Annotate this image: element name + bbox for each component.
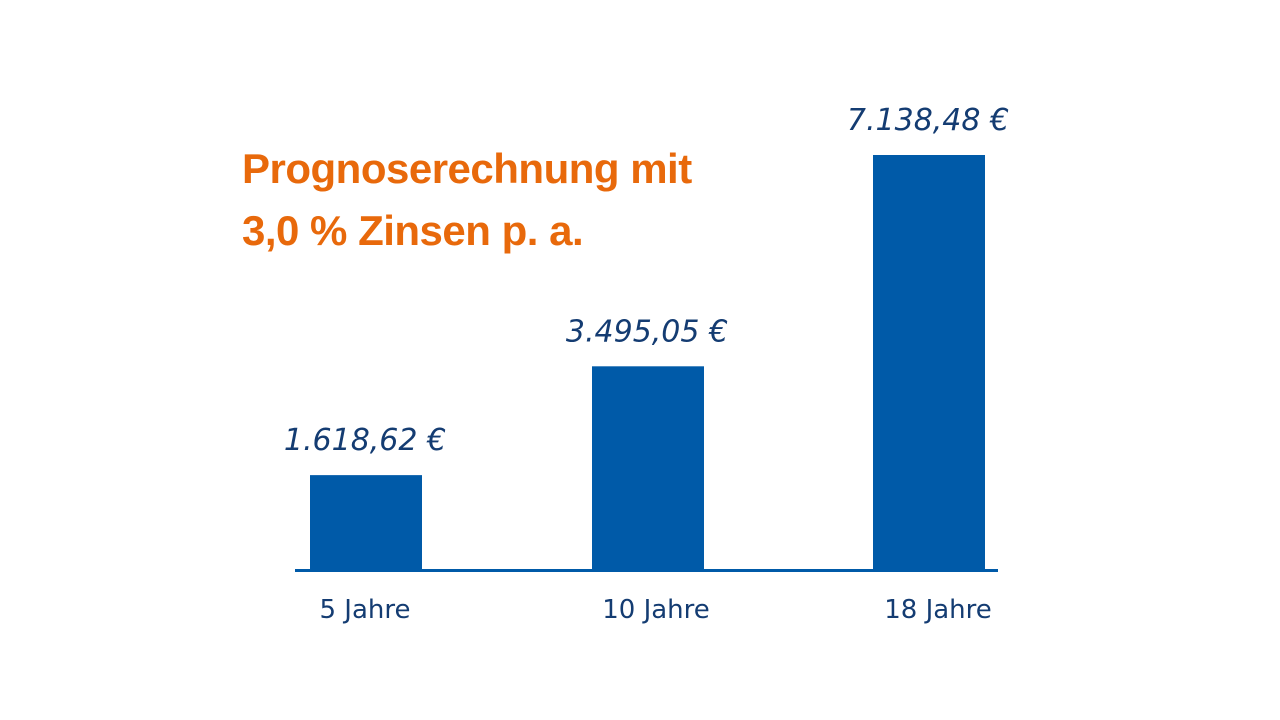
value-label-3: 7.138,48 € [847, 103, 1009, 138]
bar-2 [592, 366, 704, 569]
chart-title: Prognoserechnung mit 3,0 % Zinsen p. a. [242, 138, 692, 262]
x-tick-label-3: 18 Jahre [884, 595, 992, 625]
chart-title-line-2: 3,0 % Zinsen p. a. [242, 207, 584, 254]
x-tick-label-1: 5 Jahre [320, 595, 411, 625]
chart-title-line-1: Prognoserechnung mit [242, 145, 692, 192]
value-label-2: 3.495,05 € [566, 314, 728, 349]
value-label-1: 1.618,62 € [284, 423, 446, 458]
x-tick-label-2: 10 Jahre [602, 595, 710, 625]
bar-3 [873, 155, 985, 569]
bar-1 [310, 475, 422, 569]
